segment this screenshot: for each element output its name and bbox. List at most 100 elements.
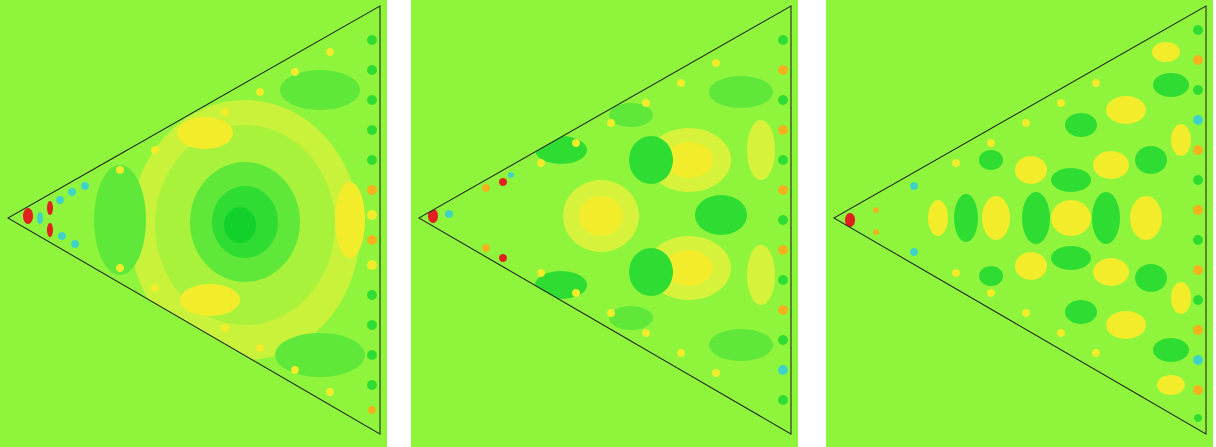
lattice-blob	[1065, 113, 1097, 137]
edge-ripple	[367, 185, 377, 195]
lattice-blob	[1065, 300, 1097, 324]
edge-ripple	[291, 68, 299, 76]
edge-ripple	[221, 108, 229, 116]
lattice-blob	[1130, 196, 1162, 240]
lattice-blob	[1051, 246, 1091, 270]
edge-ripple	[482, 184, 490, 192]
edge-ripple	[677, 349, 685, 357]
edge-ripple	[1092, 79, 1100, 87]
edge-ripples	[845, 25, 1203, 422]
lobe-bottom	[180, 284, 240, 316]
edge-ripple	[845, 213, 855, 227]
lattice-blob	[928, 200, 948, 236]
edge-ripple	[186, 304, 194, 312]
edge-ripple	[1193, 235, 1203, 245]
edge-ripple	[778, 95, 788, 105]
edge-ripple	[151, 284, 159, 292]
lobe-top	[177, 117, 233, 149]
edge-ripple	[712, 59, 720, 67]
edge-ripple	[1193, 325, 1203, 335]
edge-ripple	[1193, 175, 1203, 185]
band-bottom	[609, 306, 653, 330]
edge-ripple	[712, 369, 720, 377]
contour-plot-2	[411, 0, 798, 447]
edge-ripple	[37, 212, 43, 224]
edge-ripple	[1193, 295, 1203, 305]
edge-ripple	[367, 260, 377, 270]
edge-ripple	[81, 182, 89, 190]
band-top-right	[709, 76, 773, 108]
edge-ripple	[1193, 385, 1203, 395]
edge-ripple	[1193, 205, 1203, 215]
edge-ripple	[778, 275, 788, 285]
lattice-blob	[1152, 42, 1180, 62]
edge-ripple	[221, 324, 229, 332]
edge-ripple	[778, 395, 788, 405]
edge-ripple	[1193, 145, 1203, 155]
edge-ripple	[987, 139, 995, 147]
edge-ripple	[1022, 309, 1030, 317]
lattice-blob	[1022, 192, 1050, 244]
lattice-blob	[1153, 73, 1189, 97]
lattice-blob	[1093, 258, 1129, 286]
edge-ripple	[778, 335, 788, 345]
lattice-blob	[1092, 192, 1120, 244]
edge-ripple	[367, 320, 377, 330]
contour-panel-1	[0, 0, 387, 447]
field-blobs	[23, 35, 377, 414]
edge-ripple	[677, 79, 685, 87]
lattice-blob	[982, 196, 1010, 240]
edge-ripple	[778, 215, 788, 225]
lobe-left-core	[579, 196, 623, 236]
edge-ripple	[186, 128, 194, 136]
lattice-blob	[1171, 124, 1191, 156]
lattice-blob	[1015, 156, 1047, 184]
edge-ripple	[987, 289, 995, 297]
lobe-right-edge	[747, 245, 775, 305]
lobe-right	[335, 182, 365, 258]
edge-ripples	[23, 35, 377, 414]
edge-ripple	[445, 210, 453, 218]
edge-ripple	[952, 159, 960, 167]
lattice-blob	[1106, 96, 1146, 124]
edge-ripple	[1092, 349, 1100, 357]
edge-ripple	[572, 139, 580, 147]
edge-ripple	[47, 223, 53, 237]
edge-ripple	[642, 329, 650, 337]
triangle-boundary	[832, 5, 1207, 435]
contour-plot-3	[826, 0, 1213, 447]
edge-ripple	[1193, 55, 1203, 65]
edge-ripple	[368, 406, 376, 414]
edge-ripple	[1193, 25, 1203, 35]
lattice-blob	[979, 150, 1003, 170]
outside-mask	[0, 0, 387, 447]
band-bottom-right	[709, 329, 773, 361]
edge-ripple	[367, 35, 377, 45]
edge-ripple	[482, 244, 490, 252]
band-top-right	[280, 70, 360, 110]
edge-ripple	[1193, 115, 1203, 125]
triangle-boundary	[417, 5, 792, 435]
lattice-blob	[1135, 264, 1167, 292]
edge-ripple	[607, 309, 615, 317]
edge-ripple	[71, 240, 79, 248]
lattice-blob	[1157, 375, 1185, 395]
edge-ripple	[58, 232, 66, 240]
edge-ripple	[291, 366, 299, 374]
lattice-blob	[1106, 311, 1146, 339]
triangle-boundary	[6, 5, 381, 435]
edge-ripple	[1193, 355, 1203, 365]
edge-ripple	[642, 99, 650, 107]
edge-ripple	[1194, 414, 1202, 422]
edge-ripple	[1057, 99, 1065, 107]
edge-ripple	[256, 344, 264, 352]
edge-ripple	[873, 207, 879, 213]
edge-ripple	[68, 188, 76, 196]
lobe-right-edge-upper	[747, 120, 775, 180]
contour-panel-3	[826, 0, 1213, 447]
outside-mask	[826, 0, 1213, 447]
edge-ripple	[367, 380, 377, 390]
lattice-blob	[979, 266, 1003, 286]
edge-ripple	[778, 155, 788, 165]
edge-ripple	[367, 350, 377, 360]
